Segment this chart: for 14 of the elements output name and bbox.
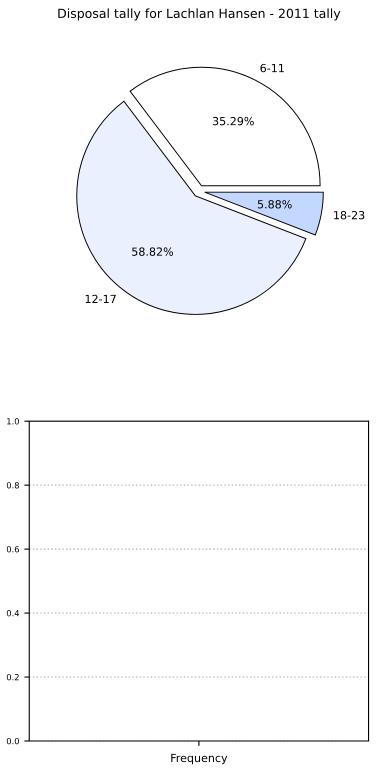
y-tick-label: 0.0 — [6, 738, 19, 744]
y-tick-label: 0.8 — [6, 482, 19, 488]
data-label: 58.82% — [132, 247, 174, 256]
data-label: 5.88% — [258, 200, 292, 208]
y-tick-label: 0.6 — [6, 546, 20, 552]
y-tick-label: 0.4 — [6, 610, 20, 616]
x-axis-title: Frequency — [171, 754, 228, 764]
y-tick-label: 1.0 — [7, 418, 19, 424]
y-tick-label: 0.2 — [6, 674, 19, 680]
slice-label: 6-11 — [260, 64, 284, 72]
slice-label: 12-17 — [86, 294, 116, 303]
chart-title: Disposal tally for Lachlan Hansen - 2011 tally — [58, 8, 340, 20]
data-label: 35.29% — [212, 116, 254, 126]
slice-label: 18-23 — [334, 210, 364, 220]
